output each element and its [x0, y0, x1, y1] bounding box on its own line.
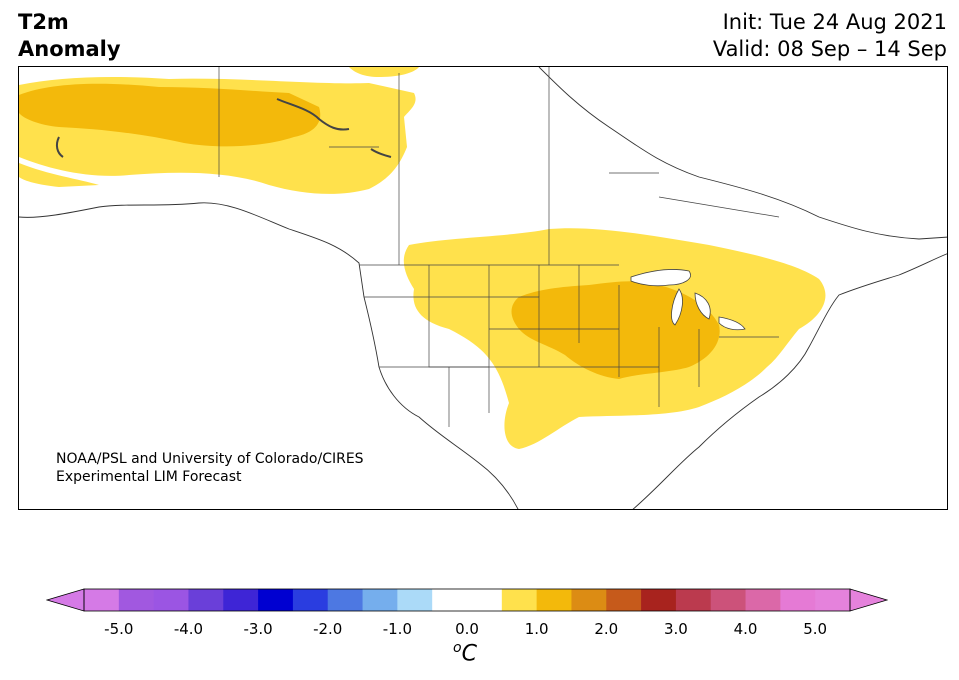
colorbar-segment: [745, 589, 781, 611]
colorbar-segment: [501, 589, 538, 611]
degree-symbol: o: [453, 640, 462, 656]
colorbar-unit: oC: [453, 640, 477, 666]
colorbar-segment: [432, 589, 503, 611]
unit-letter: C: [461, 641, 477, 667]
anomaly-region-arctic-weak: [349, 67, 419, 77]
forecast-dates: Init: Tue 24 Aug 2021 Valid: 08 Sep – 14…: [713, 9, 947, 63]
colorbar-segment: [675, 589, 712, 611]
anomaly-region-central-moderate: [511, 281, 720, 379]
credit-line-1: NOAA/PSL and University of Colorado/CIRE…: [56, 451, 364, 467]
forecast-credit: NOAA/PSL and University of Colorado/CIRE…: [56, 450, 364, 486]
colorbar-tick-label: 5.0: [803, 620, 828, 638]
colorbar-segments: [84, 589, 851, 611]
colorbar-segment: [362, 589, 398, 611]
map-panel: NOAA/PSL and University of Colorado/CIRE…: [18, 66, 948, 510]
colorbar-segment: [397, 589, 433, 611]
colorbar-tick-label: -2.0: [313, 620, 343, 638]
colorbar-tick-label: 2.0: [594, 620, 619, 638]
colorbar-outline: [83, 588, 851, 612]
colorbar-segment: [641, 589, 677, 611]
colorbar-segment: [118, 589, 155, 611]
valid-period: Valid: 08 Sep – 14 Sep: [712, 37, 947, 61]
title-line-2: Anomaly: [18, 37, 121, 61]
political-borders: [218, 67, 780, 427]
colorbar-segment: [84, 589, 120, 611]
colorbar-tick-label: -5.0: [104, 620, 134, 638]
plot-title: T2m Anomaly: [18, 9, 121, 63]
colorbar-segment: [710, 589, 747, 611]
colorbar: [46, 588, 888, 612]
colorbar-tick-label: -3.0: [243, 620, 273, 638]
colorbar-segment: [571, 589, 607, 611]
title-line-1: T2m: [18, 10, 69, 34]
colorbar-segment: [188, 589, 224, 611]
anomaly-region-northwest-edge: [19, 163, 99, 187]
colorbar-tick-label: -1.0: [382, 620, 412, 638]
colorbar-tick-label: 0.0: [455, 620, 479, 638]
anomaly-map: [19, 67, 947, 509]
colorbar-segment: [258, 589, 294, 611]
colorbar-segment: [223, 589, 259, 611]
coastline: [19, 67, 947, 509]
colorbar-tick-labels: -5.0 -4.0 -3.0 -2.0 -1.0 0.0 1.0 2.0 3.0 4.0 5.0: [0, 620, 959, 640]
colorbar-segment: [536, 589, 572, 611]
colorbar-under-arrow: [46, 588, 85, 612]
northwest-rivers: [55, 98, 392, 158]
anomaly-region-northwest-moderate: [19, 83, 321, 147]
colorbar-segment: [153, 589, 189, 611]
colorbar-tick-label: 4.0: [733, 620, 758, 638]
great-lakes: [630, 269, 746, 331]
colorbar-segment: [815, 589, 851, 611]
colorbar-over-arrow: [849, 588, 888, 612]
colorbar-segment: [780, 589, 816, 611]
colorbar-tick-label: -4.0: [173, 620, 204, 638]
colorbar-segment: [606, 589, 642, 611]
init-date: Init: Tue 24 Aug 2021: [722, 10, 947, 34]
colorbar-segment: [292, 589, 329, 611]
credit-line-2: Experimental LIM Forecast: [56, 469, 242, 485]
colorbar-tick-label: 3.0: [663, 620, 688, 638]
colorbar-segment: [327, 589, 364, 611]
colorbar-tick-label: 1.0: [524, 620, 549, 638]
